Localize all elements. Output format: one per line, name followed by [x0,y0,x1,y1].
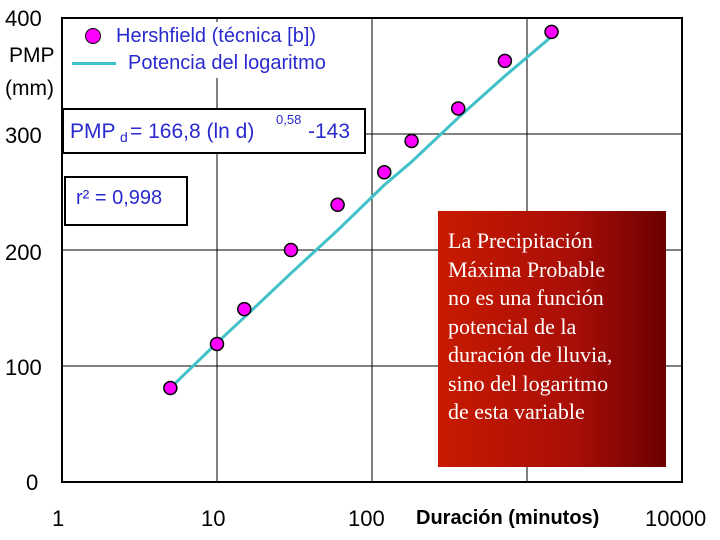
data-point [544,24,559,40]
y-axis-label-line2: (mm) [5,77,54,100]
legend: Hershfield (técnica [b]) Potencia del lo… [70,22,366,78]
legend-marker-icon [85,28,101,44]
fit-line-group [169,35,553,390]
r-squared-box: r² = 0,998 [64,176,188,226]
y-tick-label-3: 300 [5,123,42,148]
equation-box: PMP d = 166,8 (ln d) 0,58 -143 [62,108,366,154]
x-tick-label-10000: 10000 [645,506,706,531]
data-point [209,336,225,352]
note-line-2: Máxima Probable [448,256,606,282]
data-point [283,242,299,258]
note-line-5: duración de lluvia, [448,342,613,367]
r-squared-value: r² = 0,998 [76,187,163,209]
equation-subscript: d [120,129,128,145]
legend-label-hershfield: Hershfield (técnica [b]) [116,24,317,47]
note-line-6: sino del logaritmo [448,370,609,396]
note-line-3: no es una función [448,285,604,310]
annotation-note: La Precipitación Máxima Probable no es u… [438,211,666,467]
points-group [163,24,559,396]
data-point [237,301,252,317]
data-point [450,101,466,116]
legend-item-potencia: Potencia del logaritmo [70,50,326,76]
equation-exponent: 0,58 [276,112,302,127]
x-tick-label-10: 10 [201,506,225,531]
data-point [404,133,419,149]
x-tick-label-100: 100 [348,506,385,531]
gridlines [62,18,682,482]
data-point [497,53,513,69]
y-tick-label-0: 0 [26,470,38,495]
legend-item-hershfield: Hershfield (técnica [b]) [70,23,316,49]
equation-prefix: PMP [70,120,116,143]
y-tick-label-1: 100 [5,355,42,380]
y-tick-label-2: 200 [5,240,42,265]
y-tick-label-4: 400 [5,6,42,31]
x-axis-title: Duración (minutos) [416,507,599,529]
legend-line-icon [72,61,116,65]
fit-line [169,35,553,390]
y-axis-label-line1: PMP [9,44,55,67]
legend-label-potencia: Potencia del logaritmo [128,51,326,74]
data-point [377,165,392,180]
note-line-1: La Precipitación [448,228,593,253]
data-point [163,380,178,396]
x-tick-label-1: 1 [52,506,64,531]
note-line-7: de esta variable [448,399,585,424]
equation-body: = 166,8 (ln d) [130,120,255,143]
note-line-4: potencial de la [448,313,577,339]
equation-suffix: -143 [308,120,351,143]
data-point [330,197,345,213]
